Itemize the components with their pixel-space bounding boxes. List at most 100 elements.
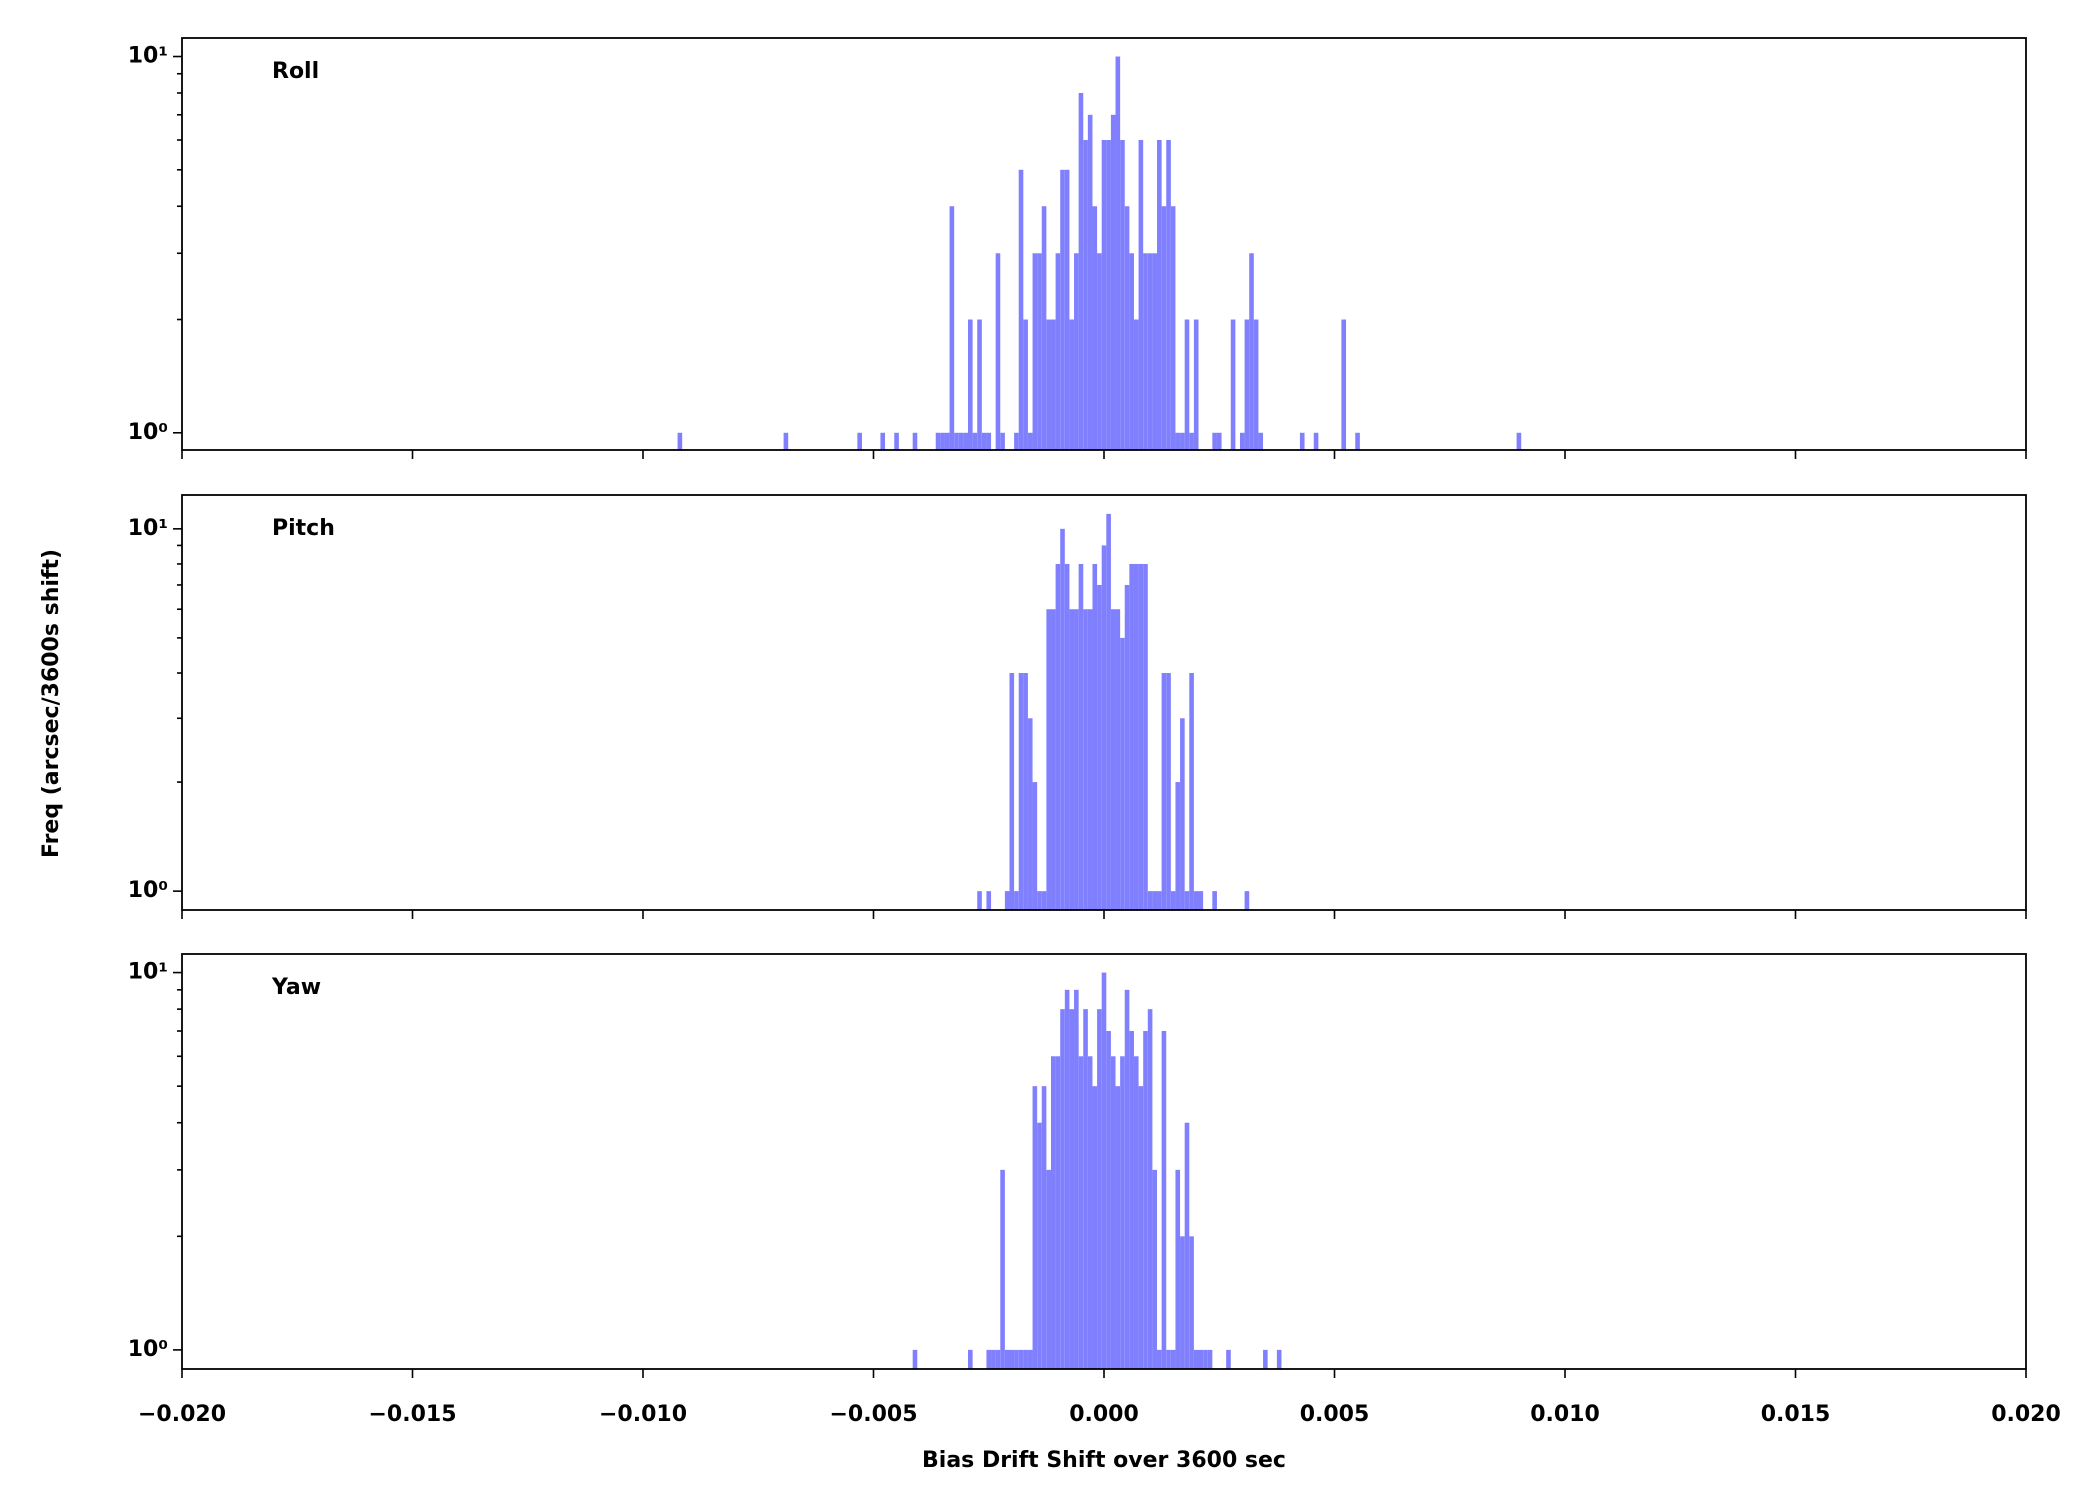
bar <box>1083 609 1088 910</box>
y-tick-label: 10⁰ <box>128 1337 168 1362</box>
bar <box>1078 563 1084 910</box>
bar <box>986 432 992 450</box>
bar <box>1032 1086 1038 1369</box>
bar <box>986 1349 992 1369</box>
bar <box>1101 139 1107 450</box>
bar <box>1069 1009 1075 1369</box>
panel-title: Roll <box>272 59 319 84</box>
y-tick-label: 10⁰ <box>128 420 168 445</box>
bar <box>894 432 899 450</box>
bar <box>1170 1349 1176 1369</box>
bar <box>958 432 964 450</box>
bar <box>1055 253 1061 450</box>
bar <box>940 432 945 450</box>
bar <box>1115 56 1121 450</box>
bar <box>1120 1056 1125 1369</box>
bar <box>1087 1056 1093 1369</box>
bar <box>1180 432 1185 450</box>
bar <box>912 432 918 450</box>
bar <box>1083 139 1088 450</box>
bar <box>968 1349 973 1369</box>
bar <box>1198 1349 1204 1369</box>
bar <box>1157 891 1162 910</box>
bar <box>991 1349 996 1369</box>
bar <box>1138 563 1144 910</box>
bar <box>1516 432 1522 450</box>
bar <box>1184 319 1190 450</box>
bar <box>1018 1349 1024 1369</box>
bar <box>1014 891 1019 910</box>
bar <box>1244 319 1250 450</box>
bar <box>1050 1056 1056 1369</box>
bar <box>1046 609 1051 910</box>
bar <box>1018 673 1024 910</box>
bar <box>1074 609 1079 910</box>
bar <box>1249 253 1254 450</box>
bar <box>1069 609 1075 910</box>
bar <box>1092 206 1098 450</box>
bar <box>1207 1349 1213 1369</box>
bar <box>1064 169 1070 450</box>
bar <box>1355 432 1360 450</box>
bar <box>1189 1236 1194 1369</box>
bar <box>1106 139 1111 450</box>
bar <box>1004 891 1010 910</box>
bar <box>1097 253 1102 450</box>
bar <box>1143 563 1148 910</box>
bar <box>1263 1349 1268 1369</box>
bar <box>995 1349 1001 1369</box>
bar <box>1014 1349 1019 1369</box>
bar <box>1060 1009 1065 1369</box>
x-tick-label: 0.000 <box>1069 1402 1139 1427</box>
x-tick-label: 0.005 <box>1300 1402 1370 1427</box>
bar <box>1064 989 1070 1369</box>
bar <box>1152 1169 1158 1369</box>
bar <box>1078 1056 1084 1369</box>
bar <box>1083 1009 1088 1369</box>
y-axis-label: Freq (arcsec/3600s shift) <box>39 549 64 858</box>
bar <box>963 432 969 450</box>
bar <box>1060 169 1065 450</box>
bar <box>1027 718 1033 910</box>
bar <box>995 253 1001 450</box>
bar <box>1299 432 1305 450</box>
bar <box>1212 432 1217 450</box>
bar <box>1074 253 1079 450</box>
y-tick-label: 10⁰ <box>128 878 168 903</box>
bar <box>1253 319 1259 450</box>
bar <box>1041 891 1047 910</box>
bar <box>1074 989 1079 1369</box>
bar <box>1078 92 1084 451</box>
bar <box>1189 673 1194 910</box>
bar <box>944 432 950 450</box>
bar <box>1166 673 1171 910</box>
bar <box>1037 253 1042 450</box>
bar <box>1147 891 1153 910</box>
bar <box>1175 432 1181 450</box>
bar <box>1120 139 1125 450</box>
bar <box>1055 1056 1061 1369</box>
bar <box>968 319 973 450</box>
bar <box>1193 1349 1199 1369</box>
bar <box>981 432 987 450</box>
bar <box>1239 432 1245 450</box>
bar <box>783 432 789 450</box>
bar <box>1161 206 1167 450</box>
bar <box>1092 1086 1098 1369</box>
bar <box>1180 1236 1185 1369</box>
bar <box>1101 972 1107 1369</box>
bar <box>1203 1349 1208 1369</box>
bar <box>1157 139 1162 450</box>
bar <box>1147 253 1153 450</box>
bar <box>1212 891 1217 910</box>
x-tick-label: 0.010 <box>1530 1402 1600 1427</box>
bar <box>1180 718 1185 910</box>
panel-title: Yaw <box>271 975 321 1000</box>
y-tick-label: 10¹ <box>128 516 168 541</box>
bar <box>1106 1031 1111 1369</box>
bar <box>1009 1349 1015 1369</box>
bar <box>1101 545 1107 910</box>
x-tick-label: −0.010 <box>599 1402 687 1427</box>
